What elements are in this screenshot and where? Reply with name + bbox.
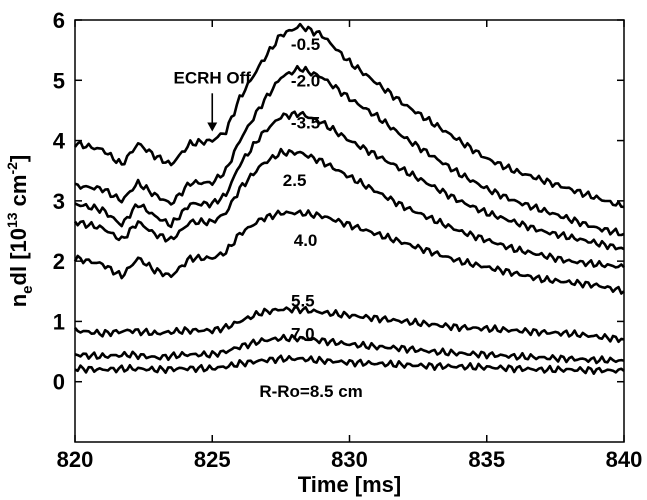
x-tick-label: 825 [194,447,231,472]
series-layer [73,22,625,375]
y-tick-label: 4 [53,129,66,154]
x-tick-label: 820 [57,447,94,472]
y-tick-label: 6 [53,8,65,33]
series-line [73,22,625,209]
y-tick-label: 3 [53,189,65,214]
y-tick-label: 5 [53,68,65,93]
label-layer: -0.5 -2.0 -3.5 2.5 4.0 5.5 7.0 R-Ro=8.5 cm ECRH … [174,35,363,401]
series-label: 2.5 [283,171,307,190]
series-label: R-Ro=8.5 cm [259,382,362,401]
y-axis-title-main: n [6,294,31,307]
series-label: -3.5 [291,113,320,132]
series-line [74,333,625,365]
series-line [74,305,625,344]
series-label: 5.5 [291,291,315,310]
series-line [73,209,625,295]
y-axis-title-sub: e [19,285,36,293]
y-axis-title-sup1: 13 [4,212,20,228]
y-axis-title-mid2: cm [6,175,31,213]
y-tick-label: 0 [53,370,65,395]
y-axis-title-sup2: -2 [4,162,20,175]
annotation-arrow-head [207,122,218,132]
y-axis-title-mid: dl [10 [6,228,31,285]
y-tick-label: 2 [53,249,65,274]
x-tick-label: 830 [331,447,368,472]
series-label: -0.5 [291,35,320,54]
series-line [74,110,625,251]
series-label: -2.0 [291,71,320,90]
tick-layer: 820 825 830 835 840 0 1 2 3 4 5 6 [53,8,643,472]
series-line [74,354,625,375]
y-axis-title-end: ] [6,155,31,162]
annotation-label: ECRH Off [174,68,252,87]
y-axis-title: nedl [1013 cm-2] [4,155,36,308]
series-label: 7.0 [291,324,315,343]
series-label: 4.0 [294,231,318,250]
y-tick-label: 1 [53,309,65,334]
x-tick-label: 835 [468,447,505,472]
series-line [74,65,625,237]
x-axis-title: Time [ms] [298,472,402,497]
x-tick-label: 840 [606,447,643,472]
series-line [73,147,625,269]
